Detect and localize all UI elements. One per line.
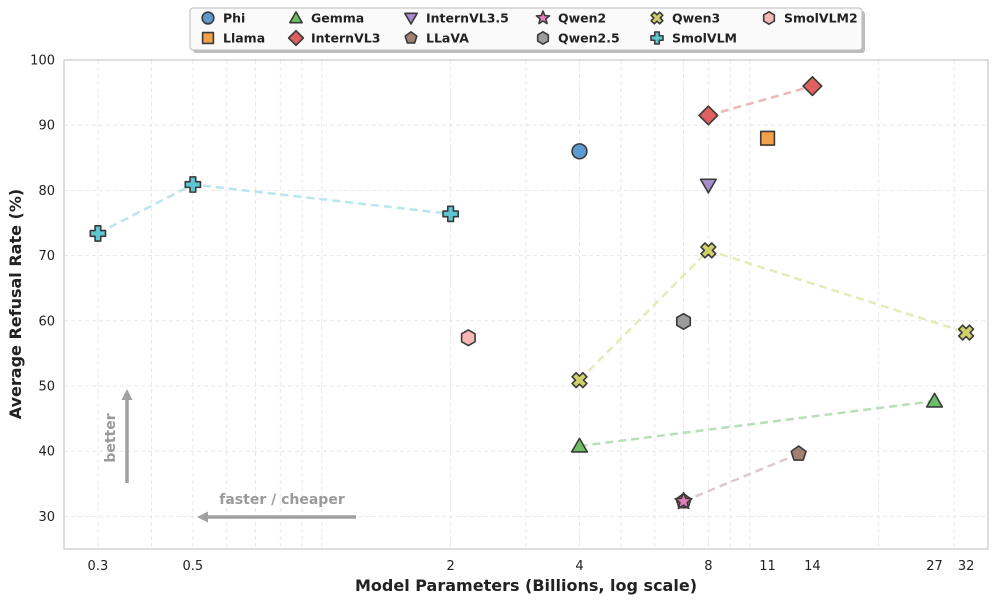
gemma-point: [570, 437, 589, 453]
qwen2-5-point: [675, 312, 692, 331]
annotations: better faster / cheaper: [103, 389, 356, 523]
legend-label: Gemma: [311, 11, 364, 26]
y-tick-label: 90: [38, 119, 55, 134]
legend-item-internvl3: InternVL3: [287, 29, 380, 47]
x-tick-label: 2: [446, 559, 454, 574]
data-points: [89, 75, 975, 510]
legend-item-llama: Llama: [201, 31, 265, 46]
internvl3-point: [698, 105, 719, 126]
legend-label: SmolVLM2: [784, 11, 858, 26]
legend-label: Qwen2.5: [558, 31, 620, 46]
y-tick-label: 30: [38, 510, 55, 525]
grid-lines: [64, 59, 988, 549]
legend-label: InternVL3: [311, 31, 380, 46]
smolvlm-point: [184, 176, 202, 193]
plot-frame: [63, 59, 989, 550]
legend-label: InternVL3.5: [426, 11, 509, 26]
legend-label: Qwen3: [672, 11, 720, 26]
legend-marker-smolvlm2: [762, 11, 776, 25]
smolvlm-connector: [97, 183, 451, 235]
y-tick-label: 50: [38, 380, 55, 395]
legend-item-llava: LLaVA: [404, 31, 469, 46]
x-tick-label: 14: [804, 559, 821, 574]
x-tick-label: 0.3: [88, 559, 109, 574]
legend-item-internvl3-5: InternVL3.5: [404, 11, 509, 26]
smolvlm-point: [89, 225, 107, 242]
legend-marker-smolvlm: [650, 31, 664, 45]
legend-label: LLaVA: [426, 31, 469, 46]
legend-item-gemma: Gemma: [289, 11, 364, 26]
phi-point: [571, 143, 588, 160]
legend-item-qwen2: Qwen2: [535, 10, 606, 26]
legend-label: Llama: [223, 31, 265, 46]
legend-item-qwen2-5: Qwen2.5: [536, 31, 620, 46]
legend-marker-llama: [201, 31, 215, 45]
legend-marker-internvl3: [287, 29, 305, 47]
x-tick-label: 32: [958, 559, 975, 574]
qwen3-point: [957, 324, 975, 341]
legend-marker-qwen2: [535, 10, 551, 25]
gemma-point: [925, 392, 944, 408]
x-tick-label: 0.5: [183, 559, 204, 574]
legend-label: Phi: [223, 11, 245, 26]
legend-item-smolvlm: SmolVLM: [650, 31, 737, 46]
legend-marker-qwen2-5: [536, 31, 550, 45]
better-label: better: [103, 413, 119, 462]
legend-marker-qwen3: [650, 11, 664, 25]
qwen2-point: [674, 491, 693, 510]
legend-marker-phi: [201, 11, 215, 25]
legend-marker-llava: [404, 31, 418, 44]
llava-connector: [683, 452, 800, 503]
legend-item-smolvlm2: SmolVLM2: [762, 11, 858, 26]
legend-label: Qwen2: [558, 11, 606, 26]
axis-ticks: 30 40 50 60 70 80 90 100 0.3 0.5 2 4 8 11 14 27 32: [30, 54, 974, 575]
legend-item-phi: Phi: [201, 11, 245, 26]
x-tick-label: 8: [704, 559, 712, 574]
internvl3-point: [802, 75, 823, 97]
qwen3-point: [571, 371, 588, 389]
llava-point: [790, 445, 807, 461]
faster-label: faster / cheaper: [219, 492, 345, 508]
qwen3-connector: [578, 248, 967, 381]
smolvlm-point: [442, 205, 460, 223]
x-tick-label: 4: [575, 559, 583, 574]
internvl3-5-point: [699, 178, 717, 194]
y-tick-label: 100: [30, 54, 55, 69]
y-tick-label: 40: [38, 445, 55, 460]
y-axis-title: Average Refusal Rate (%): [6, 189, 25, 419]
legend-item-qwen3: Qwen3: [650, 11, 720, 26]
series-connectors: [97, 84, 967, 503]
gemma-connector: [579, 399, 935, 448]
better-arrow-head: [121, 389, 133, 400]
x-tick-label: 11: [759, 559, 776, 574]
y-tick-label: 60: [38, 314, 55, 329]
y-tick-label: 70: [38, 249, 55, 264]
faster-arrow-head: [197, 511, 208, 523]
legend-box: [189, 7, 863, 51]
smolvlm2-point: [460, 329, 476, 347]
llama-point: [759, 130, 776, 146]
x-tick-label: 27: [926, 559, 943, 574]
x-axis-title: Model Parameters (Billions, log scale): [355, 576, 697, 595]
legend: Phi Llama Gemma InternVL3 InternVL3.5 LLaVA Qw…: [189, 7, 865, 53]
legend-marker-internvl3-5: [404, 12, 418, 25]
legend-marker-gemma: [289, 11, 303, 24]
internvl3-connector: [708, 84, 813, 117]
legend-label: SmolVLM: [672, 31, 737, 46]
y-tick-label: 80: [38, 184, 55, 199]
qwen3-point: [700, 242, 717, 259]
